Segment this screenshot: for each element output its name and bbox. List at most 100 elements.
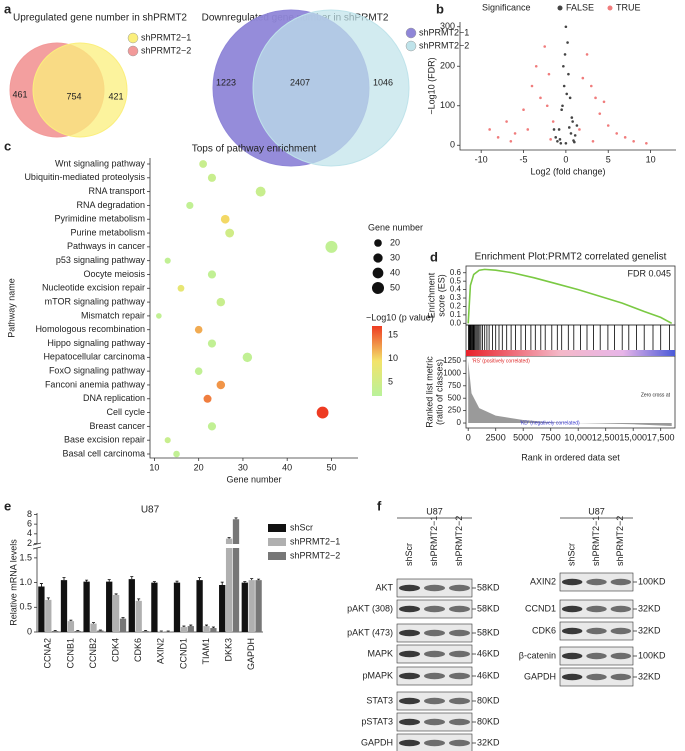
point bbox=[572, 139, 575, 142]
point bbox=[526, 128, 530, 131]
point bbox=[558, 138, 562, 141]
bar bbox=[45, 599, 52, 632]
y-axis-label: Pathway name bbox=[6, 278, 16, 338]
lane-label: shPRMT2−2 bbox=[454, 516, 464, 566]
band bbox=[449, 718, 470, 726]
point bbox=[559, 141, 563, 145]
legend-title: −Log10 (p value) bbox=[366, 312, 434, 322]
point bbox=[556, 140, 559, 143]
bubble bbox=[220, 214, 230, 224]
x-tick-label: 0 bbox=[466, 432, 471, 442]
band bbox=[449, 697, 470, 705]
x-tick-label: 40 bbox=[282, 462, 292, 472]
y-tick-label: Breast cancer bbox=[89, 421, 145, 431]
point bbox=[615, 132, 619, 135]
x-tick-label: CCNB1 bbox=[65, 638, 75, 669]
set-circle bbox=[252, 9, 410, 167]
error-bar bbox=[243, 581, 247, 583]
point bbox=[566, 41, 569, 44]
x-tick-label: TIAM1 bbox=[201, 638, 211, 665]
y-tick-label: DNA replication bbox=[83, 393, 145, 403]
x-tick-label: 50 bbox=[326, 462, 336, 472]
legend-label: shPRMT2−2 bbox=[419, 40, 469, 50]
y-tick-label: 6 bbox=[27, 519, 32, 529]
band bbox=[449, 650, 470, 658]
bubble bbox=[225, 228, 235, 238]
band bbox=[424, 739, 445, 747]
band bbox=[424, 672, 445, 680]
legend-title: Significance bbox=[482, 2, 531, 12]
x-tick-label: CDK4 bbox=[110, 638, 120, 662]
size-label: 46KD bbox=[477, 670, 500, 680]
bar bbox=[97, 630, 104, 632]
row-label: STAT3 bbox=[366, 695, 393, 705]
bar bbox=[255, 580, 262, 632]
y-tick-label: 250 bbox=[448, 406, 462, 415]
bubble bbox=[216, 380, 226, 390]
bubble bbox=[156, 313, 162, 319]
band bbox=[424, 605, 445, 613]
point bbox=[591, 140, 595, 143]
x-tick-label: GAPDH bbox=[246, 638, 256, 670]
y-tick-label: Base excision repair bbox=[64, 435, 145, 445]
bubble bbox=[316, 406, 329, 419]
lane-label: shScr bbox=[404, 543, 414, 566]
bar bbox=[106, 581, 113, 632]
count-label: 461 bbox=[12, 89, 27, 99]
error-bar bbox=[137, 598, 141, 601]
bar bbox=[203, 626, 210, 632]
bar bbox=[232, 519, 240, 632]
row-label: pAKT (308) bbox=[347, 603, 393, 613]
bar bbox=[119, 618, 127, 632]
point bbox=[539, 96, 542, 100]
metric-area bbox=[468, 360, 672, 427]
error-bar bbox=[114, 593, 118, 595]
point bbox=[549, 138, 552, 141]
y-tick-label: 300 bbox=[440, 21, 455, 31]
size-label: 100KD bbox=[638, 650, 666, 660]
panel-label: a bbox=[4, 1, 12, 16]
bubble bbox=[186, 201, 194, 210]
point bbox=[602, 100, 606, 104]
bubble bbox=[207, 173, 217, 182]
y-tick-label: Pathways in cancer bbox=[67, 241, 145, 251]
row-label: β-catenin bbox=[519, 650, 556, 660]
error-bar bbox=[227, 537, 231, 539]
bar bbox=[135, 600, 142, 632]
y-tick-label: Homologous recombination bbox=[35, 324, 145, 334]
point bbox=[623, 136, 627, 139]
band bbox=[399, 718, 420, 726]
point bbox=[564, 25, 568, 29]
band bbox=[399, 605, 420, 613]
error-bar bbox=[198, 577, 202, 581]
bar bbox=[74, 631, 81, 632]
size-label: 32KD bbox=[477, 737, 500, 747]
y-axis-label: score (ES) bbox=[436, 274, 446, 317]
bar bbox=[60, 580, 68, 632]
error-bar bbox=[189, 624, 193, 627]
y-tick-label: Hepatocellular carcinoma bbox=[43, 352, 145, 362]
point bbox=[598, 112, 602, 115]
point bbox=[505, 120, 508, 123]
band bbox=[399, 629, 420, 637]
bubble bbox=[207, 270, 217, 279]
y-tick-label: Oocyte meiosis bbox=[83, 269, 145, 279]
point bbox=[606, 124, 610, 127]
x-tick-label: AXIN2 bbox=[156, 638, 166, 664]
row-label: GAPDH bbox=[361, 737, 393, 747]
legend-label: 30 bbox=[390, 252, 400, 262]
x-tick-label: 0 bbox=[563, 154, 568, 164]
x-tick-label: -5 bbox=[520, 154, 528, 164]
panel-label: b bbox=[436, 1, 444, 16]
y-tick-label: FoxO signaling pathway bbox=[49, 366, 146, 376]
band bbox=[424, 697, 445, 705]
bubble bbox=[203, 394, 212, 403]
error-bar bbox=[211, 626, 215, 629]
y-tick-label: 1000 bbox=[443, 368, 461, 377]
y-tick-label: RNA degradation bbox=[76, 200, 145, 210]
size-label: 80KD bbox=[477, 695, 500, 705]
color-tick-label: 10 bbox=[388, 353, 398, 363]
x-tick-label: CDK6 bbox=[133, 638, 143, 662]
bar bbox=[67, 621, 75, 632]
